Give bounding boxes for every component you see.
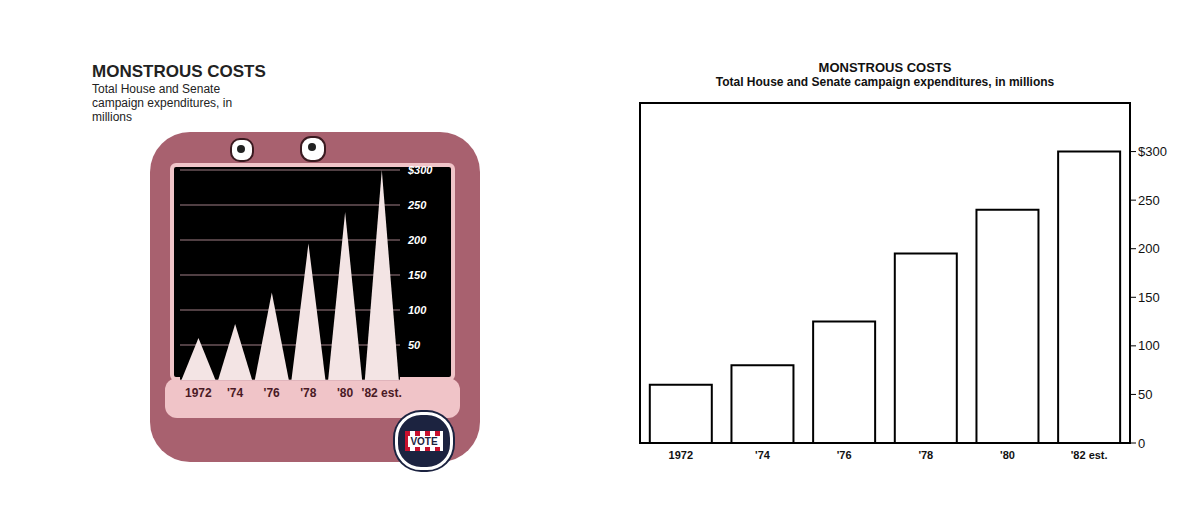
svg-text:'80: '80 bbox=[1000, 449, 1015, 461]
svg-text:1972: 1972 bbox=[185, 386, 212, 400]
svg-text:50: 50 bbox=[1138, 387, 1152, 402]
html-text:MONSTROUS COSTS: MONSTROUS COSTS bbox=[818, 60, 952, 75]
svg-text:150: 150 bbox=[1138, 290, 1160, 305]
svg-text:$300: $300 bbox=[1138, 144, 1167, 159]
html-text:MONSTROUS COSTS: MONSTROUS COSTS bbox=[92, 62, 266, 81]
html-text:VOTE: VOTE bbox=[410, 435, 438, 447]
html-text:Total House and Senate campaig: Total House and Senate campaign expendit… bbox=[92, 82, 233, 124]
svg-text:'78: '78 bbox=[300, 386, 317, 400]
svg-text:'82 est.: '82 est. bbox=[1071, 449, 1108, 461]
svg-text:'78: '78 bbox=[918, 449, 933, 461]
svg-text:1972: 1972 bbox=[669, 449, 693, 461]
svg-text:250: 250 bbox=[1138, 193, 1160, 208]
svg-text:200: 200 bbox=[407, 234, 427, 246]
svg-text:200: 200 bbox=[1138, 241, 1160, 256]
html-text:Total House and Senate campaig: Total House and Senate campaign expendit… bbox=[715, 75, 1055, 89]
svg-text:50: 50 bbox=[408, 339, 421, 351]
svg-text:$300: $300 bbox=[407, 165, 433, 176]
svg-text:150: 150 bbox=[408, 269, 427, 281]
svg-text:250: 250 bbox=[407, 199, 427, 211]
svg-text:100: 100 bbox=[408, 304, 427, 316]
svg-text:'74: '74 bbox=[227, 386, 244, 400]
svg-text:'74: '74 bbox=[755, 449, 771, 461]
svg-text:'80: '80 bbox=[337, 386, 354, 400]
svg-text:'82 est.: '82 est. bbox=[362, 386, 402, 400]
svg-text:'76: '76 bbox=[837, 449, 852, 461]
svg-text:100: 100 bbox=[1138, 338, 1160, 353]
svg-text:0: 0 bbox=[1138, 436, 1145, 451]
svg-text:'76: '76 bbox=[264, 386, 281, 400]
